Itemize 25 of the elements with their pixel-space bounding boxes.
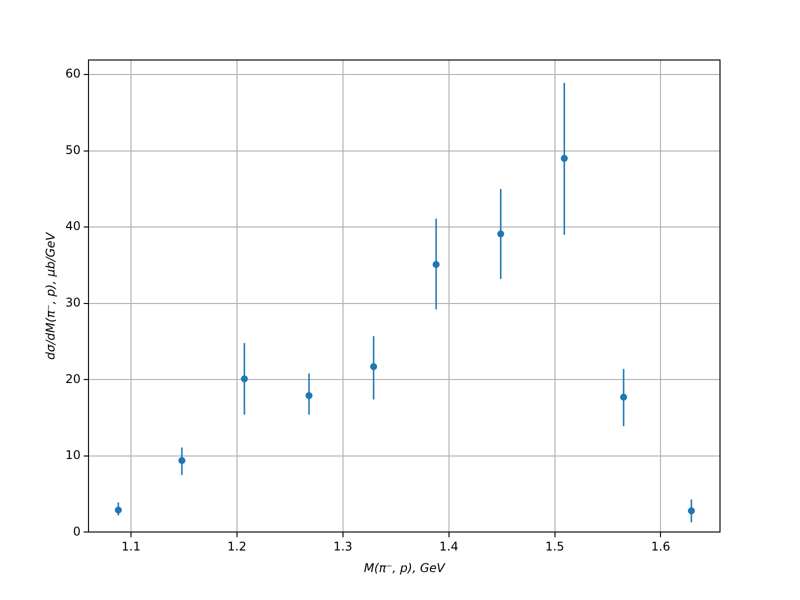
point [560,154,568,162]
x-tick-label: 1.6 [651,540,670,554]
y-axis-title: dσ/dM(π⁻, p), μb/GeV [43,232,58,360]
y-tick-label: 60 [65,66,81,81]
point [620,394,628,401]
point [240,375,248,382]
y-tick-label: 20 [65,372,81,386]
x-tick-label: 1.5 [545,540,564,554]
x-tick-label: 1.2 [227,540,247,554]
y-tick-label: 10 [65,448,81,462]
y-tick-label: 40 [65,219,81,234]
point [370,363,378,370]
y-tick-label: 0 [73,524,81,538]
x-tick-label: 1.4 [439,540,458,554]
point [432,260,440,268]
y-tick-label: 30 [65,295,81,310]
x-tick-label: 1.3 [333,540,352,554]
y-tick-label: 50 [65,142,81,157]
point [178,456,186,464]
x-tick-label: 1.1 [121,540,141,554]
point [688,507,695,514]
point [497,230,504,238]
point [306,392,312,400]
point [114,506,122,514]
x-axis-title: M(π⁻, p), GeV [364,560,446,575]
